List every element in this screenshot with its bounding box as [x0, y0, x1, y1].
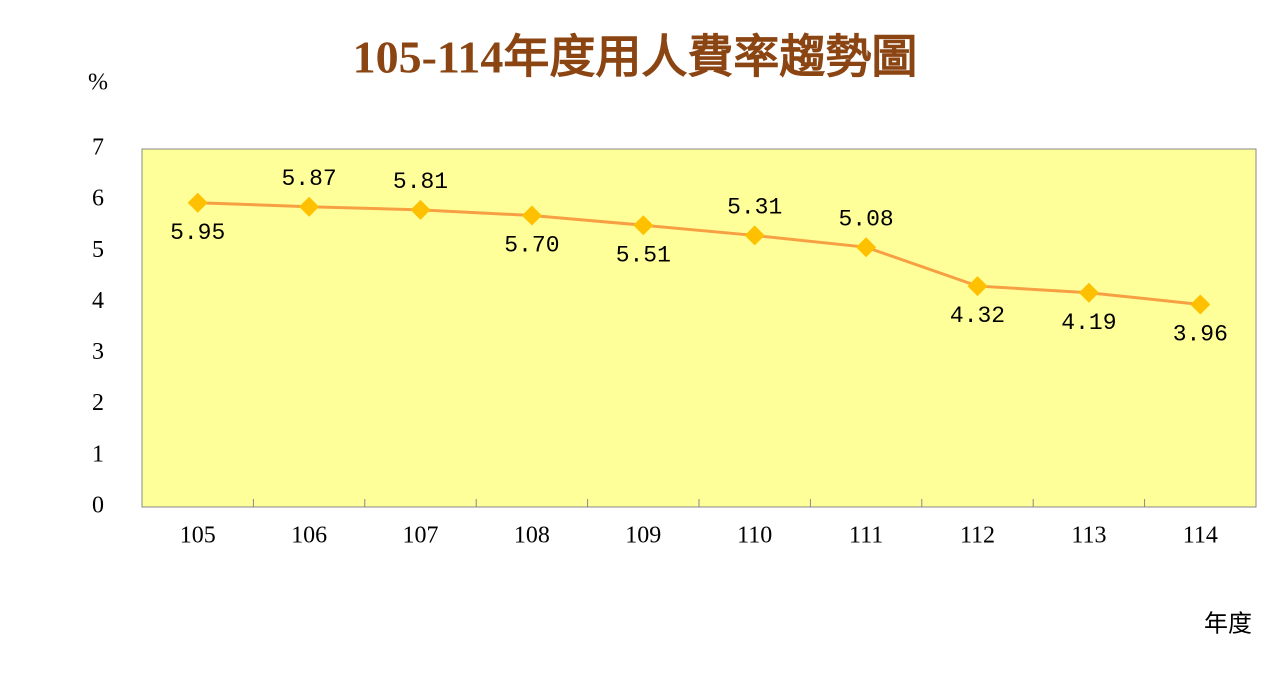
x-tick-label: 112: [960, 523, 995, 549]
x-tick-label: 107: [403, 523, 439, 549]
marker: [299, 196, 320, 217]
marker: [1190, 294, 1211, 315]
marker: [521, 205, 542, 226]
x-tick-label: 105: [180, 523, 216, 549]
marker: [1078, 282, 1099, 303]
y-tick-label: 2: [92, 390, 104, 416]
x-tick-label: 109: [625, 523, 661, 549]
x-tick-label: 113: [1071, 523, 1106, 549]
data-label: 4.19: [1061, 310, 1116, 336]
marker: [967, 276, 988, 297]
x-tick-label: 110: [737, 523, 772, 549]
marker: [410, 199, 431, 220]
y-tick-label: 6: [92, 186, 104, 212]
marker: [187, 192, 208, 213]
data-label: 5.95: [170, 220, 225, 246]
x-axis-label: 年度: [1204, 611, 1252, 638]
x-tick-label: 111: [849, 523, 883, 549]
data-label: 5.87: [281, 166, 336, 192]
y-tick-label: 4: [92, 288, 104, 314]
marker: [633, 215, 654, 236]
y-tick-label: 0: [92, 493, 104, 519]
y-tick-label: 7: [92, 135, 104, 161]
data-label: 5.08: [838, 206, 893, 232]
data-label: 4.32: [950, 303, 1005, 329]
marker: [856, 237, 877, 258]
y-tick-label: 3: [92, 339, 104, 365]
data-label: 5.70: [504, 233, 559, 259]
chart-title: 105-114年度用人費率趨勢圖: [353, 32, 918, 83]
y-tick-label: 5: [92, 237, 104, 263]
data-label: 5.51: [616, 242, 671, 268]
x-tick-label: 114: [1183, 523, 1218, 549]
y-tick-label: 1: [92, 441, 104, 467]
marker: [744, 225, 765, 246]
x-tick-label: 108: [514, 523, 550, 549]
data-label: 3.96: [1173, 322, 1228, 348]
x-tick-label: 106: [291, 523, 327, 549]
y-axis-label: %: [88, 70, 108, 96]
line: [197, 201, 1201, 306]
data-label: 5.31: [727, 195, 782, 221]
data-label: 5.81: [393, 169, 448, 195]
